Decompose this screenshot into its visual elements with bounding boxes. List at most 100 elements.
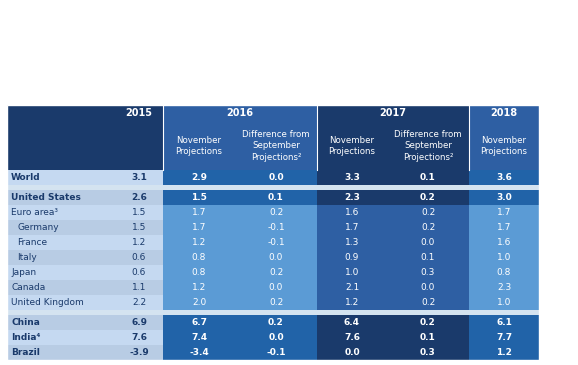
Text: November
Projections: November Projections (176, 136, 223, 156)
Text: 0.0: 0.0 (269, 283, 283, 292)
Bar (317, 220, 387, 235)
Bar (163, 265, 235, 280)
Bar (317, 205, 387, 220)
Bar (235, 190, 317, 205)
Bar (317, 280, 387, 295)
Text: 6.1: 6.1 (496, 318, 512, 327)
Bar (7, 310, 539, 315)
Text: 1.2: 1.2 (192, 283, 206, 292)
Text: 2017: 2017 (380, 108, 406, 119)
Bar (235, 280, 317, 295)
Bar (387, 250, 469, 265)
Text: 2.3: 2.3 (497, 283, 511, 292)
Bar (115, 265, 163, 280)
Text: 1.0: 1.0 (497, 253, 511, 262)
Text: 1.2: 1.2 (192, 238, 206, 247)
Text: 0.6: 0.6 (132, 268, 146, 277)
Text: 1.7: 1.7 (192, 223, 206, 232)
Bar (317, 315, 387, 330)
Bar (469, 315, 539, 330)
Text: 2.6: 2.6 (131, 193, 147, 202)
Bar (163, 295, 235, 310)
Text: 1.5: 1.5 (132, 223, 146, 232)
Bar (115, 205, 163, 220)
Bar (163, 250, 235, 265)
Bar (235, 235, 317, 250)
Bar (163, 220, 235, 235)
Bar (115, 235, 163, 250)
Bar (7, 220, 115, 235)
Text: 0.2: 0.2 (421, 208, 435, 217)
Text: 7.6: 7.6 (131, 333, 147, 342)
Bar (469, 250, 539, 265)
Bar (387, 205, 469, 220)
Bar (387, 330, 469, 345)
Text: China: China (11, 318, 40, 327)
Text: 0.0: 0.0 (269, 253, 283, 262)
Text: 1.6: 1.6 (497, 238, 511, 247)
Text: 0.3: 0.3 (421, 268, 435, 277)
Text: 1.7: 1.7 (497, 223, 511, 232)
Bar (469, 170, 539, 185)
Text: 0.3: 0.3 (420, 348, 436, 357)
Text: World: World (11, 173, 40, 182)
Bar (163, 190, 235, 205)
Text: 2018: 2018 (491, 108, 517, 119)
Text: 0.2: 0.2 (269, 268, 283, 277)
Bar (115, 170, 163, 185)
Bar (317, 170, 387, 185)
Text: 1.2: 1.2 (345, 298, 359, 307)
Bar (115, 220, 163, 235)
Bar (163, 170, 235, 185)
Bar (317, 122, 387, 170)
Text: 0.1: 0.1 (268, 193, 284, 202)
Bar (115, 250, 163, 265)
Text: 2016: 2016 (227, 108, 254, 119)
Bar (7, 185, 539, 190)
Text: 1.1: 1.1 (132, 283, 146, 292)
Text: 2015: 2015 (125, 108, 153, 119)
Bar (115, 190, 163, 205)
Text: 1.6: 1.6 (345, 208, 359, 217)
Bar (317, 265, 387, 280)
Bar (7, 330, 115, 345)
Bar (163, 205, 235, 220)
Text: Germany: Germany (17, 223, 58, 232)
Bar (115, 122, 163, 170)
Bar (317, 190, 387, 205)
Bar (115, 315, 163, 330)
Text: 1.7: 1.7 (345, 223, 359, 232)
Text: 1.5: 1.5 (191, 193, 207, 202)
Text: 0.0: 0.0 (421, 283, 435, 292)
Bar (235, 122, 317, 170)
Text: United Kingdom: United Kingdom (11, 298, 84, 307)
Bar (387, 280, 469, 295)
Bar (7, 295, 115, 310)
Bar (163, 280, 235, 295)
Bar (7, 250, 115, 265)
Bar (235, 220, 317, 235)
Text: 2.1: 2.1 (345, 283, 359, 292)
Text: 1.2: 1.2 (496, 348, 512, 357)
Text: 0.1: 0.1 (420, 173, 436, 182)
Text: 0.9: 0.9 (345, 253, 359, 262)
Text: 6.4: 6.4 (344, 318, 360, 327)
Bar (235, 295, 317, 310)
Bar (469, 190, 539, 205)
Text: 0.0: 0.0 (344, 348, 360, 357)
Text: 3.0: 3.0 (496, 193, 512, 202)
Bar (387, 345, 469, 360)
Text: 0.2: 0.2 (420, 193, 436, 202)
Bar (317, 105, 469, 122)
Text: Brazil: Brazil (11, 348, 40, 357)
Text: Italy: Italy (17, 253, 37, 262)
Bar (469, 330, 539, 345)
Text: 0.8: 0.8 (192, 253, 206, 262)
Bar (469, 235, 539, 250)
Bar (115, 105, 163, 122)
Text: Japan: Japan (11, 268, 36, 277)
Text: November
Projections: November Projections (480, 136, 528, 156)
Bar (115, 280, 163, 295)
Bar (387, 190, 469, 205)
Bar (235, 205, 317, 220)
